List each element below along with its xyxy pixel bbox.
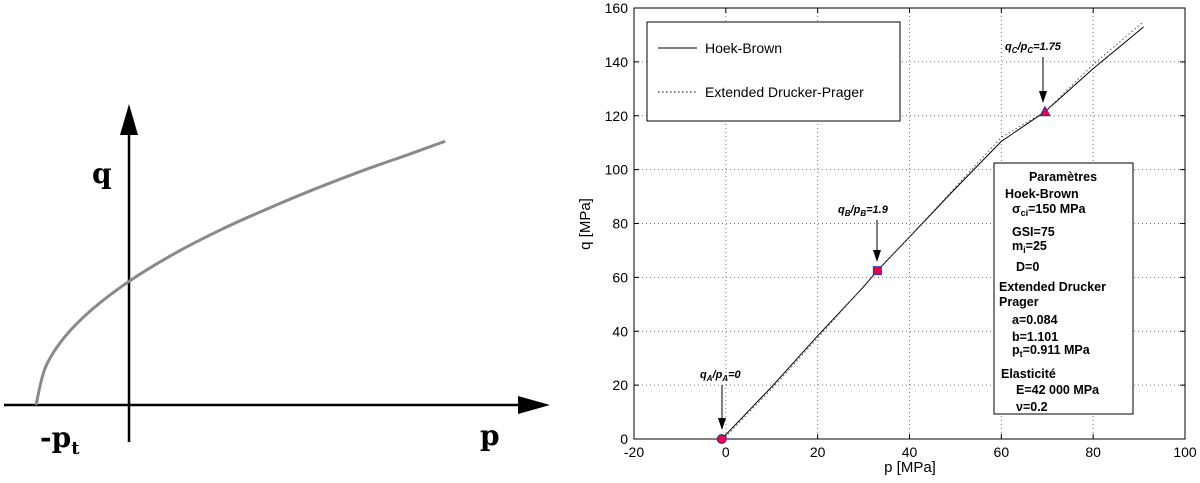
schematic-p-label: p: [480, 419, 500, 452]
parameters-frame: [993, 162, 1134, 415]
markers: [716, 105, 1051, 444]
annotation-a: qA/pA=0: [700, 369, 742, 430]
x-tick-label: 0: [722, 444, 730, 460]
y-tick-label: 100: [605, 162, 629, 178]
schematic-q-label: q: [92, 157, 112, 190]
params-mi: mi=25: [1012, 239, 1047, 255]
params-nu: ν=0.2: [1016, 400, 1048, 414]
x-tick-label: 60: [994, 444, 1010, 460]
y-tick-label: 0: [620, 431, 628, 447]
annotation-a-text: qA/pA=0: [700, 369, 742, 383]
series-line-drucker-prager: [721, 21, 1144, 440]
y-tick-label: 40: [612, 323, 628, 339]
y-tick-label: 160: [605, 0, 629, 16]
schematic-chart: q p -pt: [4, 104, 550, 459]
annotation-b-arrowhead: [873, 250, 881, 262]
params-pt: pt=0.911 MPa: [1012, 343, 1091, 359]
x-tick-label: 80: [1085, 444, 1101, 460]
y-tick-label: 60: [612, 269, 628, 285]
annotation-b: qB/pB=1.9: [838, 204, 889, 262]
params-e: E=42 000 MPa: [1016, 383, 1100, 397]
annotation-b-text: qB/pB=1.9: [838, 204, 889, 218]
annotation-a-arrowhead: [718, 418, 726, 430]
marker-c: [1039, 105, 1051, 117]
schematic-y-arrow: [120, 104, 138, 135]
y-tick-label: 20: [612, 377, 628, 393]
params-title: Paramètres: [1029, 170, 1097, 184]
schematic-pt-label: -pt: [40, 421, 80, 459]
marker-b: [872, 266, 882, 276]
x-tick-label: 100: [1173, 444, 1197, 460]
schematic-x-arrow: [518, 396, 550, 414]
y-tick-label: 80: [612, 216, 628, 232]
y-tick-label: 120: [605, 108, 629, 124]
params-a: a=0.084: [1012, 313, 1058, 327]
params-sigma: σci=150 MPa: [1012, 202, 1086, 218]
x-axis-label: p [MPa]: [884, 459, 936, 476]
legend-label-drucker-prager: Extended Drucker-Prager: [705, 84, 864, 100]
schematic-yield-curve: [34, 139, 446, 406]
params-edp-title-2: Prager: [999, 295, 1039, 309]
parameters-box: Paramètres Hoek-Brown σci=150 MPa GSI=75…: [993, 162, 1134, 415]
annotation-c-arrowhead: [1039, 91, 1047, 103]
params-el-title: Elasticité: [1001, 367, 1056, 381]
annotation-c: qC/pC=1.75: [1005, 41, 1062, 103]
x-tick-label: 20: [810, 444, 826, 460]
y-axis-label: q [MPa]: [577, 198, 594, 250]
legend: Hoek-Brown Extended Drucker-Prager: [646, 21, 901, 122]
params-edp-title-1: Extended Drucker: [999, 280, 1106, 294]
annotation-c-text: qC/pC=1.75: [1005, 41, 1062, 55]
params-gsi: GSI=75: [1012, 225, 1055, 239]
params-d: D=0: [1016, 260, 1039, 274]
params-b: b=1.101: [1012, 330, 1058, 344]
marker-a: [716, 434, 727, 444]
x-tick-label: 40: [902, 444, 918, 460]
legend-label-hoek-brown: Hoek-Brown: [705, 40, 782, 56]
y-tick-label: 140: [605, 54, 629, 70]
params-hb-title: Hoek-Brown: [1005, 187, 1079, 201]
x-tick-label: -20: [624, 444, 644, 460]
legend-box: [646, 21, 901, 122]
